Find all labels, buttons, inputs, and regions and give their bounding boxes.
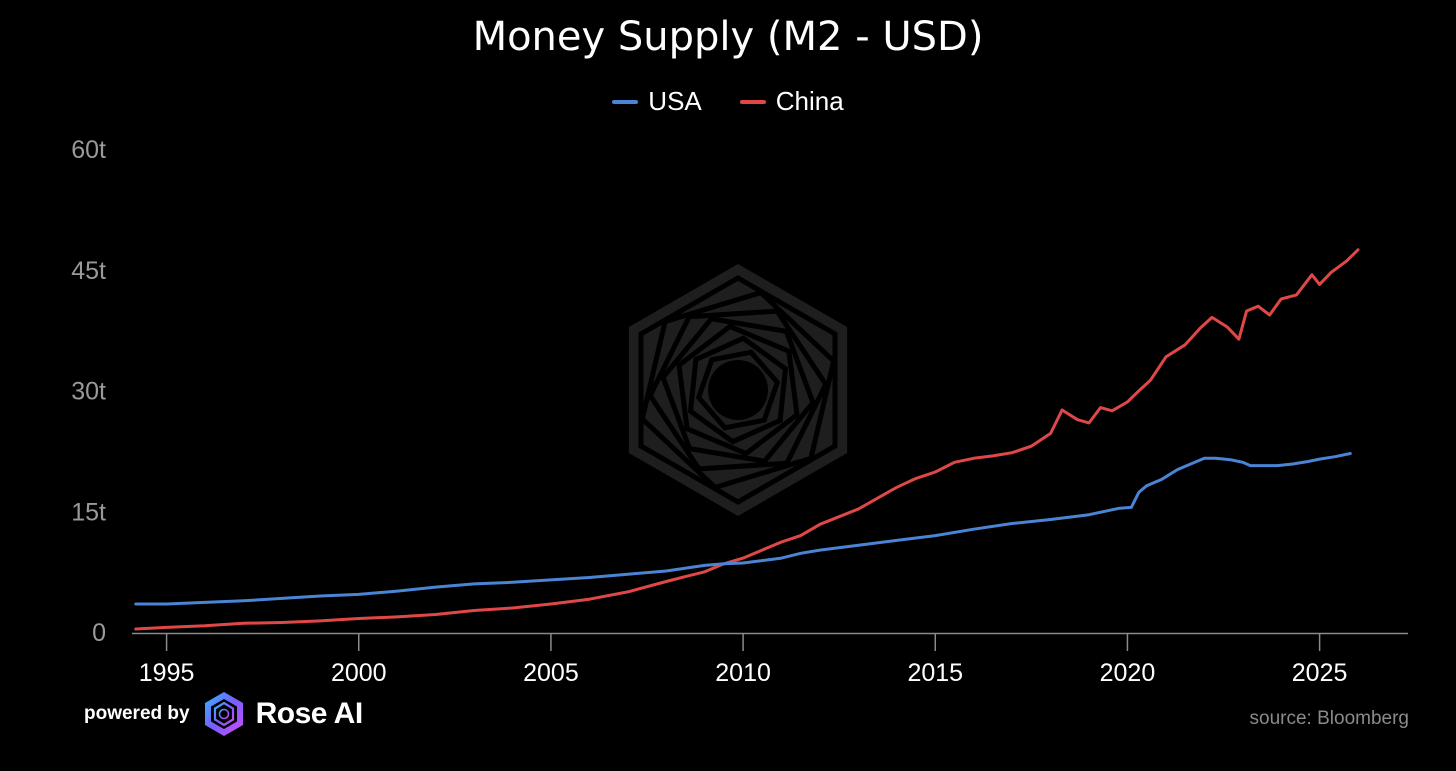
series-line-china xyxy=(134,248,1360,631)
powered-by-text: powered by xyxy=(84,703,190,724)
x-tick-label: 1995 xyxy=(139,659,195,687)
x-tick-label: 2000 xyxy=(331,659,387,687)
series-line-usa xyxy=(134,452,1352,606)
x-tick-label: 2015 xyxy=(907,659,963,687)
legend-item-usa[interactable]: USA xyxy=(612,86,702,117)
source-note: source: Bloomberg xyxy=(1249,708,1409,729)
legend-item-china[interactable]: China xyxy=(739,86,844,117)
legend-label-usa: USA xyxy=(648,86,702,116)
x-tick-label: 2020 xyxy=(1100,659,1156,687)
y-tick-label: 0 xyxy=(92,619,106,647)
series-lines xyxy=(134,248,1360,631)
branding: powered by Rose AI xyxy=(84,690,363,738)
brand-name: Rose AI xyxy=(255,697,364,730)
y-tick-label: 45t xyxy=(71,257,106,285)
legend: USA China xyxy=(0,86,1456,117)
y-tick-label: 60t xyxy=(71,136,106,164)
axes: 1995 2000 2005 2010 2015 2020 2025 0 15t 30t 45t 60… xyxy=(71,136,1408,687)
x-tick-label: 2005 xyxy=(523,659,579,687)
legend-swatch-usa xyxy=(612,99,639,104)
x-tick-label: 2025 xyxy=(1292,659,1348,687)
rose-ai-logo-icon xyxy=(204,692,243,736)
x-tick-label: 2010 xyxy=(715,659,771,687)
watermark-logo-icon xyxy=(628,264,848,516)
y-tick-label: 30t xyxy=(71,378,106,406)
legend-label-china: China xyxy=(775,86,844,116)
legend-swatch-china xyxy=(739,99,766,104)
chart-title: Money Supply (M2 - USD) xyxy=(472,14,984,60)
y-tick-label: 15t xyxy=(71,498,106,526)
